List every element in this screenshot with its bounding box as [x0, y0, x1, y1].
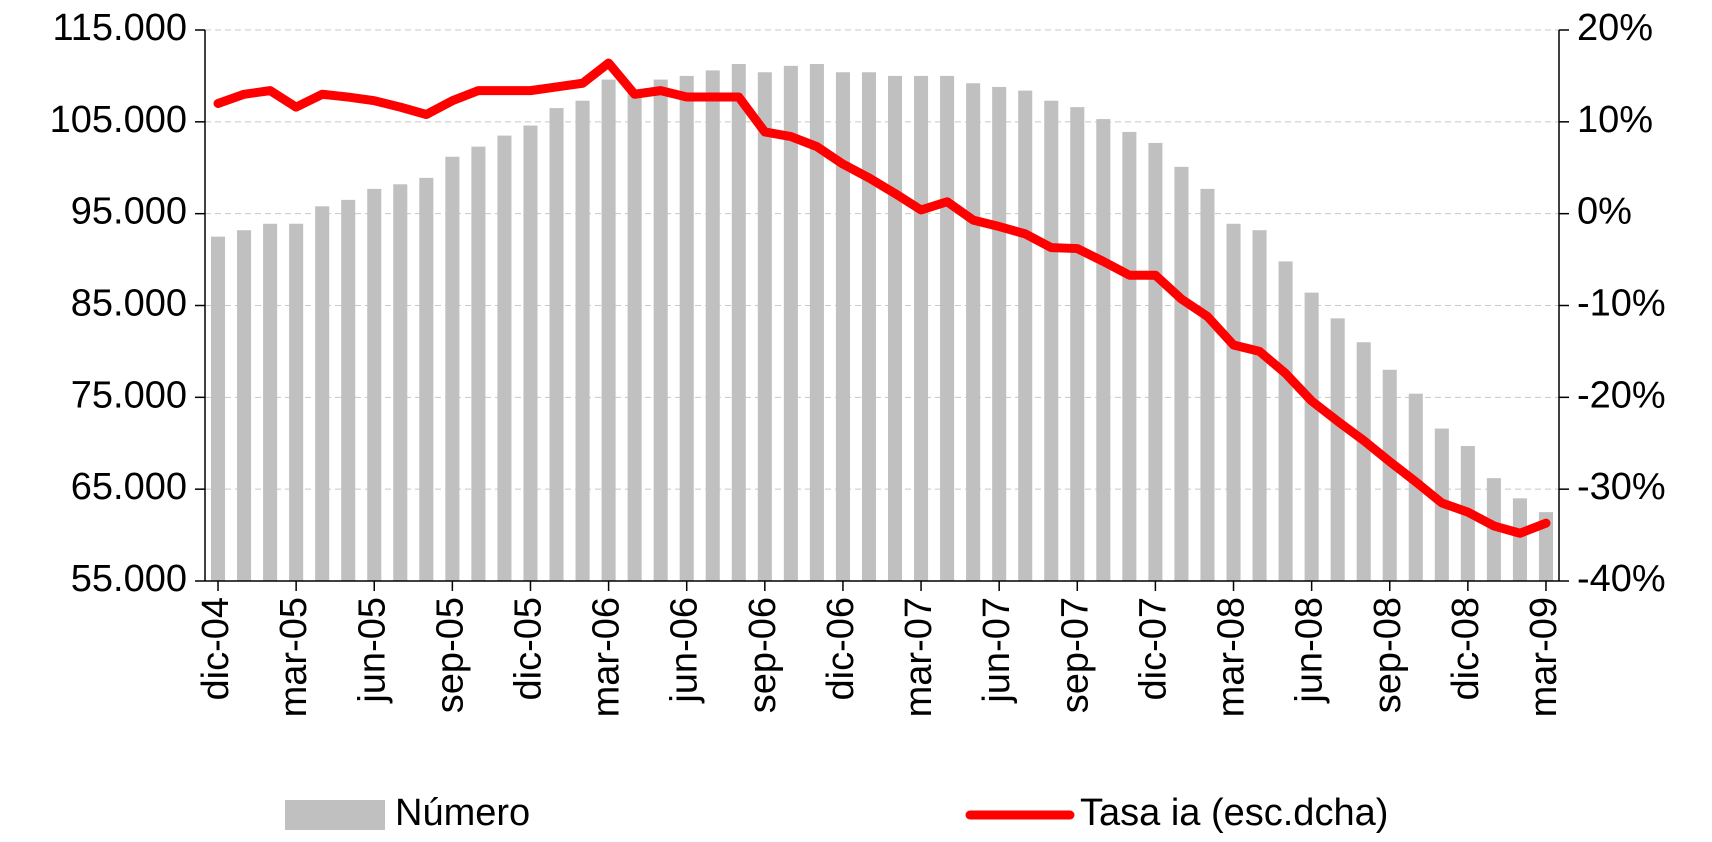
x-tick-label: jun-07 — [976, 597, 1018, 704]
x-tick-label: mar-06 — [586, 597, 628, 717]
x-tick-label: dic-06 — [820, 597, 862, 701]
bar — [601, 79, 616, 581]
x-tick-label: jun-08 — [1289, 597, 1331, 704]
bar — [1044, 100, 1059, 581]
bar — [367, 188, 382, 581]
bar — [992, 86, 1007, 581]
x-tick-label: mar-05 — [273, 597, 315, 717]
bar — [523, 125, 538, 582]
bar — [575, 100, 590, 581]
y2-tick-label: 10% — [1577, 99, 1653, 141]
y-tick-label: 85.000 — [71, 283, 187, 325]
y2-tick-label: -30% — [1577, 466, 1666, 508]
bar — [966, 83, 981, 581]
bar — [1330, 318, 1345, 581]
x-tick-label: sep-06 — [742, 597, 784, 713]
bar — [887, 75, 903, 582]
x-tick-label: mar-09 — [1523, 597, 1565, 717]
y2-tick-label: -10% — [1577, 283, 1666, 325]
bar — [445, 156, 460, 582]
y2-tick-label: 20% — [1577, 7, 1653, 49]
bar — [341, 199, 356, 581]
bar — [1278, 261, 1293, 581]
x-tick-label: dic-07 — [1132, 597, 1174, 701]
y2-tick-label: 0% — [1577, 191, 1632, 233]
bar — [705, 70, 720, 581]
bar — [1096, 119, 1111, 581]
bar — [1382, 369, 1397, 581]
bar — [1122, 131, 1137, 581]
bar — [1018, 90, 1033, 582]
legend-label: Número — [395, 792, 530, 834]
bar — [679, 75, 694, 582]
bar — [1538, 512, 1554, 581]
x-tick-label: dic-08 — [1445, 597, 1487, 701]
x-tick-label: dic-04 — [195, 597, 237, 701]
bar — [419, 177, 434, 581]
y2-tick-label: -40% — [1577, 558, 1666, 600]
x-tick-label: sep-07 — [1054, 597, 1096, 713]
x-tick-label: mar-08 — [1211, 597, 1253, 717]
bar — [1070, 107, 1085, 581]
y-tick-label: 55.000 — [71, 558, 187, 600]
x-tick-label: sep-08 — [1367, 597, 1409, 713]
y-tick-label: 105.000 — [50, 99, 187, 141]
bar — [809, 63, 824, 581]
bar — [315, 206, 330, 581]
bar — [627, 89, 642, 582]
bar — [393, 184, 408, 581]
bar — [289, 223, 304, 582]
bar — [549, 108, 564, 581]
bar — [731, 63, 746, 581]
bar — [914, 75, 929, 582]
x-tick-label: jun-05 — [351, 597, 393, 704]
bar — [497, 135, 512, 581]
bar — [471, 146, 486, 581]
bar — [1304, 292, 1319, 581]
bar — [1252, 230, 1267, 582]
bar — [210, 236, 226, 581]
x-tick-label: dic-05 — [508, 597, 550, 701]
legend-label: Tasa ia (esc.dcha) — [1080, 792, 1388, 834]
bar — [1148, 142, 1163, 581]
x-tick-label: mar-07 — [898, 597, 940, 717]
bar — [835, 72, 850, 581]
y-tick-label: 95.000 — [71, 191, 187, 233]
bar — [1356, 342, 1371, 581]
legend-swatch — [285, 800, 385, 830]
bar — [861, 72, 877, 581]
y2-tick-label: -20% — [1577, 374, 1666, 416]
bar — [783, 65, 798, 581]
bar — [1512, 498, 1527, 581]
bar — [757, 72, 772, 581]
bar — [1226, 223, 1241, 582]
x-tick-label: jun-06 — [664, 597, 706, 704]
bar — [1174, 166, 1189, 581]
y-tick-label: 75.000 — [71, 374, 187, 416]
line — [213, 58, 1551, 538]
bar — [237, 230, 252, 582]
y-tick-label: 115.000 — [52, 7, 187, 49]
x-tick-label: sep-05 — [429, 597, 471, 713]
bar — [1200, 188, 1215, 581]
bar — [940, 75, 955, 582]
y-tick-label: 65.000 — [71, 466, 187, 508]
bar — [653, 79, 668, 581]
bar — [263, 223, 278, 582]
